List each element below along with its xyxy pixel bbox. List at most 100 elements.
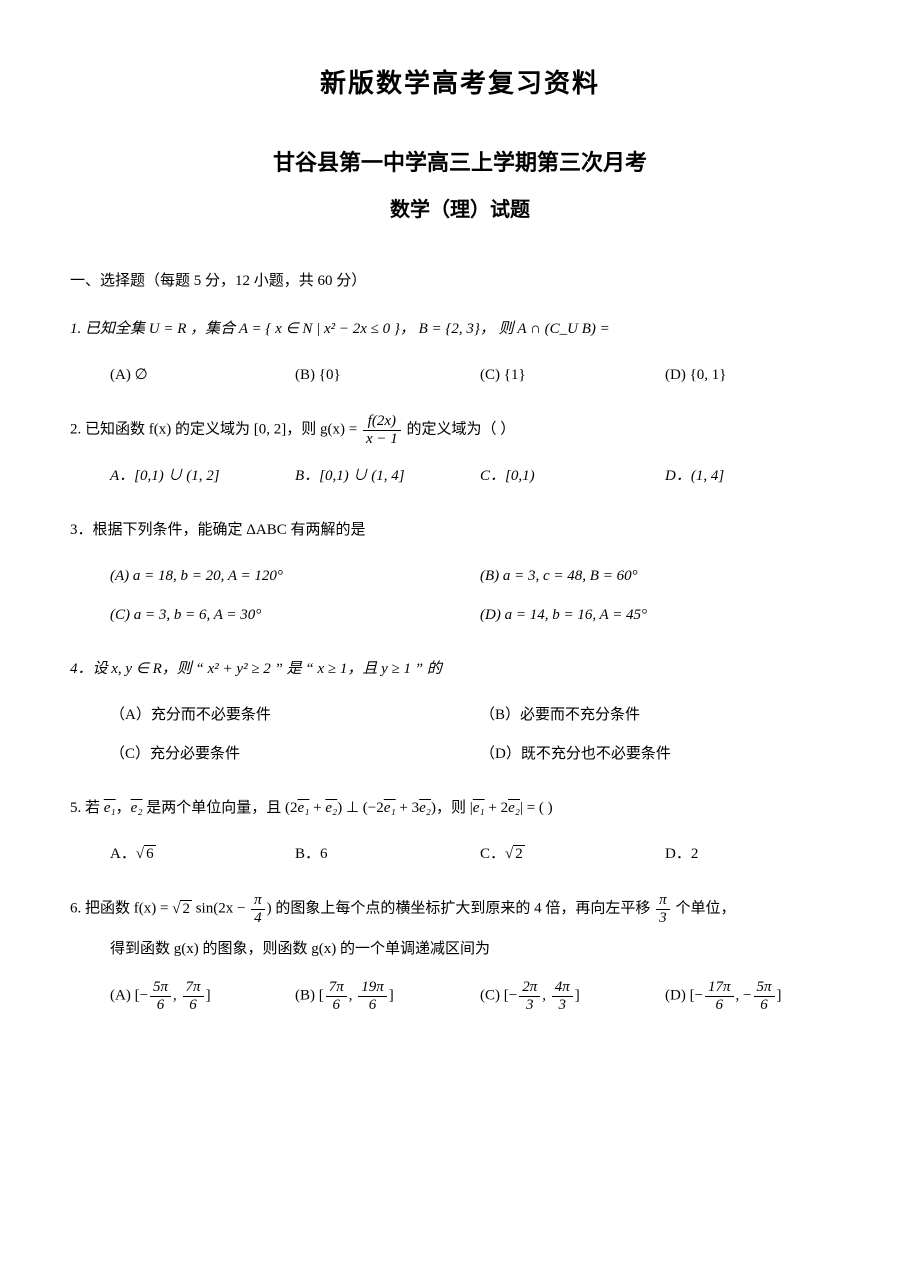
q5-sep1: ， [116,800,131,816]
q6-n1: π [251,892,265,910]
q6-d-d2: 6 [754,997,775,1014]
question-3: 3．根据下列条件，能确定 ΔABC 有两解的是 [70,514,850,547]
q3-opt-c: (C) a = 3, b = 6, A = 30° [110,596,480,635]
school-line: 甘谷县第一中学高三上学期第三次月考 [70,143,850,183]
q5-plus: + [309,800,325,816]
q5-pre: 5. 若 [70,800,104,816]
section-1-heading: 一、选择题（每题 5 分，12 小题，共 60 分） [70,268,850,295]
q2-fraction: f(2x) x − 1 [363,413,401,447]
q6-d-end: ] [777,988,782,1004]
q2-opt-b: B．[0,1) ∪ (1, 4] [295,457,480,496]
q6-d-sep: , − [736,988,752,1004]
q6-d-pre: (D) [− [665,988,703,1004]
q4-opt-c: （C）充分必要条件 [110,735,480,774]
q5-p3: + 3 [396,800,419,816]
q5-e1b: e₁ [298,800,310,816]
q6-d-f1: 17π6 [705,979,734,1013]
q6-d-n1: 17π [705,979,734,997]
q6-c-n1: 2π [519,979,540,997]
question-1: 1. 已知全集 U = R ，集合 A = { x ∈ N | x² − 2x … [70,313,850,346]
q6-d-n2: 5π [754,979,775,997]
q1-opt-c: (C) {1} [480,356,665,395]
q5-c-pre: C． [480,846,505,862]
q6-d2: 3 [656,910,670,927]
q6-pre: 6. 把函数 f(x) = [70,901,172,917]
q5-mid: 是两个单位向量，且 (2 [143,800,298,816]
q5-opt-d: D．2 [665,835,850,874]
q5-a-pre: A． [110,846,136,862]
q6-d-d1: 6 [705,997,734,1014]
q3-opt-d: (D) a = 14, b = 16, A = 45° [480,596,850,635]
question-2: 2. 已知函数 f(x) 的定义域为 [0, 2]，则 g(x) = f(2x)… [70,413,850,447]
q5-opt-c: C．2 [480,835,665,874]
q5-opt-b: B．6 [295,835,480,874]
q5-e2b: e₂ [325,800,337,816]
q3-opt-a: (A) a = 18, b = 20, A = 120° [110,557,480,596]
q6-c-f1: 2π3 [519,979,540,1013]
subject-line: 数学（理）试题 [70,192,850,228]
q6-a-pre: (A) [− [110,988,148,1004]
q1-opt-d: (D) {0, 1} [665,356,850,395]
question-5: 5. 若 e₁，e₂ 是两个单位向量，且 (2e₁ + e₂) ⊥ (−2e₁ … [70,792,850,825]
q5-end: | = ( ) [520,800,553,816]
q1-options: (A) ∅ (B) {0} (C) {1} (D) {0, 1} [110,356,850,395]
q5-e1c: e₁ [384,800,396,816]
q2-num: f(2x) [363,413,401,431]
q6-c-n2: 4π [552,979,573,997]
q6-opt-c: (C) [−2π3, 4π3] [480,973,665,1019]
q3-opt-b: (B) a = 3, c = 48, B = 60° [480,557,850,596]
q2-options: A．[0,1) ∪ (1, 2] B．[0,1) ∪ (1, 4] C．[0,1… [110,457,850,496]
q5-e1: e₁ [104,800,116,816]
q6-a-n1: 5π [150,979,171,997]
q6-sin: sin(2x − [192,901,249,917]
q2-opt-d: D．(1, 4] [665,457,850,496]
q5-opt-a: A． 6 [110,835,295,874]
q6-a-d1: 6 [150,997,171,1014]
q6-c-f2: 4π3 [552,979,573,1013]
q5-a-sqrt: 6 [136,841,156,868]
q5-p2: + 2 [485,800,508,816]
q1-text: 1. 已知全集 U = R ，集合 A = { x ∈ N | x² − 2x … [70,321,610,337]
q6-b-d1: 6 [326,997,347,1014]
q5-a-rad: 6 [144,845,156,862]
q6-opt-d: (D) [−17π6, −5π6] [665,973,850,1019]
q2-opt-a: A．[0,1) ∪ (1, 2] [110,457,295,496]
q4-opt-a: （A）充分而不必要条件 [110,696,480,735]
q6-mid: ) 的图象上每个点的横坐标扩大到原来的 4 倍，再向左平移 [267,901,655,917]
q6-c-d2: 3 [552,997,573,1014]
q6-a-f1: 5π6 [150,979,171,1013]
q4-opt-b: （B）必要而不充分条件 [480,696,850,735]
q5-e1d: e₁ [473,800,485,816]
q5-perp: ) ⊥ (−2 [337,800,384,816]
q6-sqrt2: 2 [172,893,192,926]
q6-opt-b: (B) [7π6, 19π6] [295,973,480,1019]
q1-opt-a: (A) ∅ [110,356,295,395]
q4-opt-d: （D）既不充分也不必要条件 [480,735,850,774]
q2-opt-c: C．[0,1) [480,457,665,496]
q6-c-end: ] [575,988,580,1004]
q3-options: (A) a = 18, b = 20, A = 120° (B) a = 3, … [110,557,850,635]
q6-d-f2: 5π6 [754,979,775,1013]
q6-a-sep: , [173,988,181,1004]
q6-frac1: π4 [251,892,265,926]
q6-b-f2: 19π6 [358,979,387,1013]
q1-opt-b: (B) {0} [295,356,480,395]
q5-then: )，则 | [431,800,473,816]
q5-c-sqrt: 2 [505,841,525,868]
q6-b-sep: , [349,988,357,1004]
q6-a-d2: 6 [183,997,204,1014]
q6-a-f2: 7π6 [183,979,204,1013]
question-4: 4．设 x, y ∈ R，则 “ x² + y² ≥ 2 ” 是 “ x ≥ 1… [70,653,850,686]
q6-c-pre: (C) [− [480,988,517,1004]
q6-b-end: ] [389,988,394,1004]
q6-options: (A) [−5π6, 7π6] (B) [7π6, 19π6] (C) [−2π… [110,973,850,1019]
q6-b-d2: 6 [358,997,387,1014]
question-6: 6. 把函数 f(x) = 2 sin(2x − π4) 的图象上每个点的横坐标… [70,892,850,926]
q6-c-d1: 3 [519,997,540,1014]
q4-options: （A）充分而不必要条件 （B）必要而不充分条件 （C）充分必要条件 （D）既不充… [110,696,850,774]
q2-den: x − 1 [363,431,401,448]
q5-e2c: e₂ [419,800,431,816]
q5-options: A． 6 B．6 C．2 D．2 [110,835,850,874]
q6-post: 个单位， [672,901,736,917]
q6-rad2: 2 [180,900,192,917]
